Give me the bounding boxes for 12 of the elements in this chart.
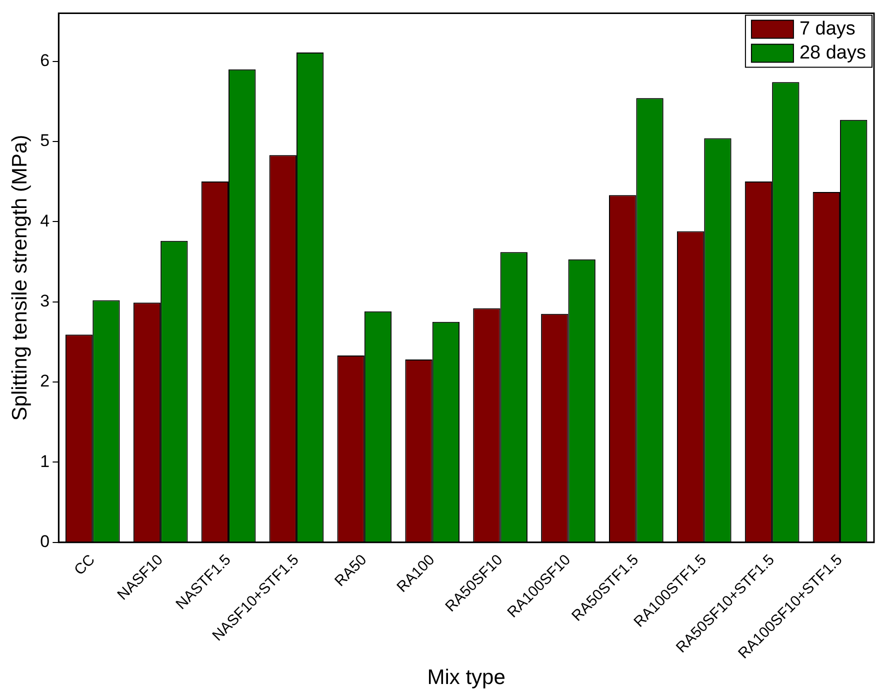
legend-label: 7 days bbox=[799, 18, 856, 40]
y-tick-label: 0 bbox=[40, 532, 50, 552]
y-tick-label: 2 bbox=[40, 372, 50, 391]
y-axis-title: Splitting tensile strength (MPa) bbox=[8, 134, 32, 421]
y-tick-label: 4 bbox=[40, 211, 50, 230]
x-axis-title: Mix type bbox=[427, 666, 506, 690]
y-tick-label: 3 bbox=[40, 292, 50, 310]
y-tick-label: 1 bbox=[40, 452, 50, 471]
y-tick-label: 6 bbox=[40, 50, 50, 70]
legend-label: 28 days bbox=[799, 42, 866, 64]
x-tick-label: CC bbox=[71, 551, 98, 579]
y-tick-label: 5 bbox=[40, 131, 50, 150]
